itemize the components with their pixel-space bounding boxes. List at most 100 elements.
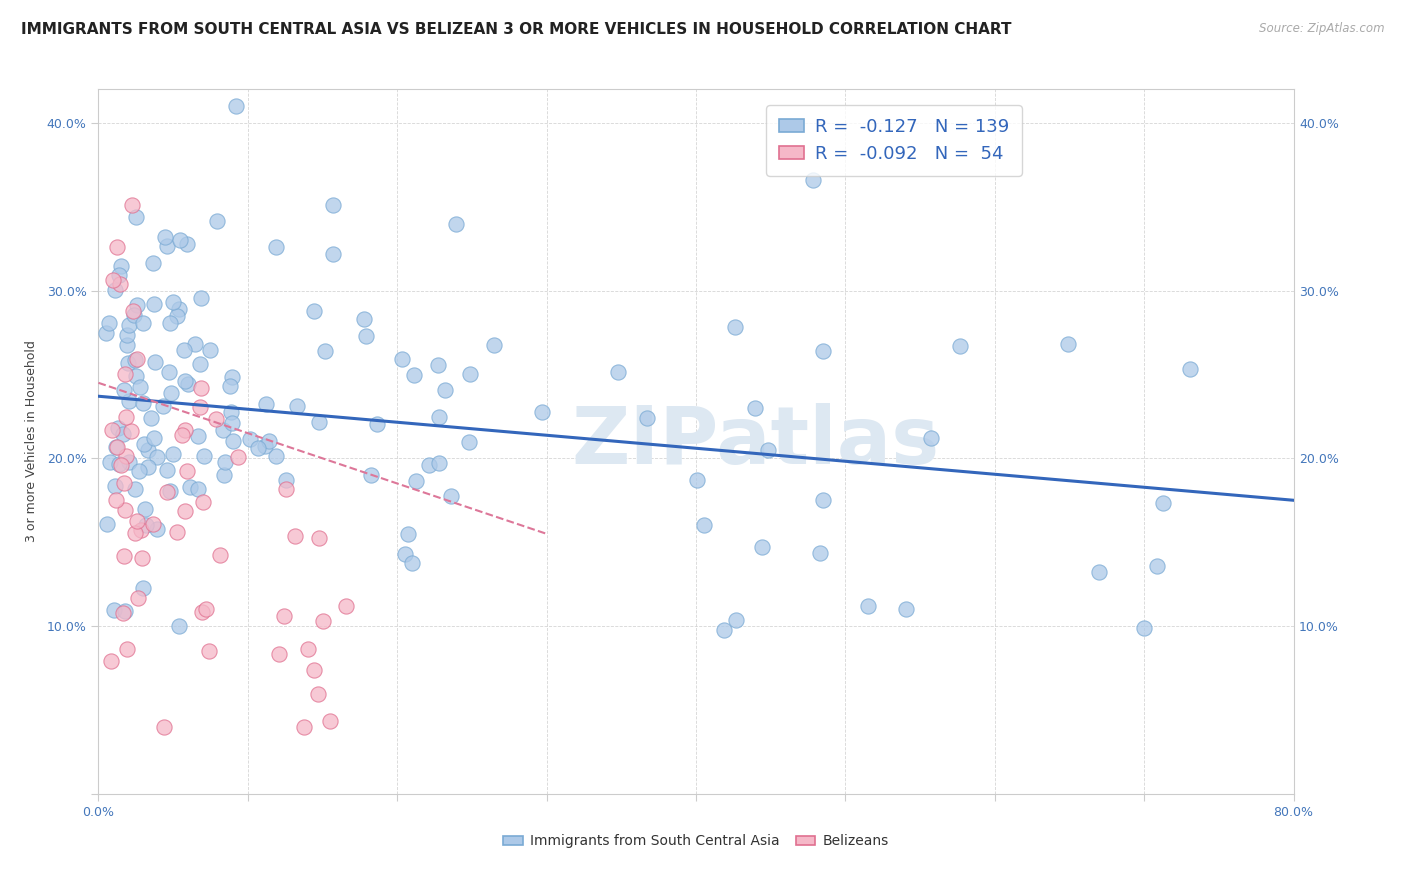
- Point: [143, 355, 166, 369]
- Point: [172, 428, 194, 442]
- Point: [166, 309, 188, 323]
- Point: [103, 603, 125, 617]
- Point: [128, 464, 150, 478]
- Point: [177, 376, 200, 391]
- Point: [194, 601, 217, 615]
- Point: [402, 368, 425, 383]
- Point: [100, 455, 122, 469]
- Point: [636, 410, 658, 425]
- Point: [211, 423, 233, 437]
- Point: [184, 336, 207, 351]
- Point: [145, 522, 167, 536]
- Point: [176, 236, 198, 251]
- Point: [226, 450, 249, 464]
- Point: [105, 440, 128, 454]
- Point: [856, 599, 879, 614]
- Point: [179, 480, 201, 494]
- Point: [1132, 621, 1154, 635]
- Point: [176, 464, 198, 478]
- Point: [173, 343, 195, 357]
- Point: [118, 318, 141, 333]
- Point: [801, 173, 824, 187]
- Point: [360, 467, 382, 482]
- Point: [127, 591, 149, 605]
- Point: [152, 399, 174, 413]
- Point: [308, 531, 330, 545]
- Point: [284, 529, 307, 543]
- Point: [159, 484, 181, 499]
- Point: [724, 320, 747, 334]
- Point: [460, 367, 482, 381]
- Point: [308, 415, 330, 429]
- Point: [190, 381, 212, 395]
- Legend: Immigrants from South Central Asia, Belizeans: Immigrants from South Central Asia, Beli…: [498, 829, 894, 854]
- Point: [121, 198, 143, 212]
- Point: [222, 434, 245, 448]
- Point: [132, 316, 155, 330]
- Text: ZIPatlas: ZIPatlas: [572, 402, 939, 481]
- Point: [145, 450, 167, 464]
- Point: [112, 549, 135, 564]
- Point: [434, 383, 457, 397]
- Point: [142, 516, 165, 531]
- Point: [117, 356, 139, 370]
- Point: [110, 458, 132, 473]
- Point: [264, 240, 287, 254]
- Point: [401, 556, 423, 570]
- Point: [302, 663, 325, 677]
- Point: [1088, 566, 1111, 580]
- Point: [273, 608, 295, 623]
- Point: [304, 303, 326, 318]
- Point: [259, 434, 281, 449]
- Point: [157, 365, 180, 379]
- Point: [94, 326, 117, 340]
- Point: [253, 439, 276, 453]
- Point: [920, 431, 942, 445]
- Y-axis label: 3 or more Vehicles in Household: 3 or more Vehicles in Household: [25, 341, 38, 542]
- Point: [156, 485, 179, 500]
- Point: [115, 449, 138, 463]
- Point: [396, 526, 419, 541]
- Point: [134, 502, 156, 516]
- Point: [112, 383, 135, 397]
- Point: [221, 417, 243, 431]
- Point: [104, 492, 127, 507]
- Point: [108, 457, 131, 471]
- Point: [173, 504, 195, 518]
- Point: [724, 613, 747, 627]
- Point: [198, 343, 221, 358]
- Point: [111, 426, 134, 441]
- Point: [128, 380, 150, 394]
- Point: [131, 551, 153, 566]
- Point: [440, 489, 463, 503]
- Point: [756, 442, 779, 457]
- Point: [214, 455, 236, 469]
- Point: [207, 214, 229, 228]
- Point: [751, 540, 773, 554]
- Point: [122, 308, 145, 322]
- Point: [297, 641, 319, 656]
- Point: [212, 467, 235, 482]
- Point: [111, 606, 134, 620]
- Point: [205, 412, 228, 426]
- Point: [335, 599, 357, 614]
- Point: [143, 297, 166, 311]
- Point: [138, 442, 160, 457]
- Point: [105, 440, 128, 454]
- Point: [292, 720, 315, 734]
- Point: [139, 411, 162, 425]
- Point: [391, 351, 413, 366]
- Point: [187, 483, 209, 497]
- Point: [307, 687, 329, 701]
- Point: [112, 476, 135, 491]
- Point: [193, 494, 215, 508]
- Point: [132, 396, 155, 410]
- Point: [418, 458, 440, 472]
- Point: [118, 455, 141, 469]
- Point: [458, 434, 481, 449]
- Point: [693, 518, 716, 533]
- Point: [107, 421, 129, 435]
- Point: [239, 432, 262, 446]
- Point: [221, 370, 243, 384]
- Point: [122, 304, 145, 318]
